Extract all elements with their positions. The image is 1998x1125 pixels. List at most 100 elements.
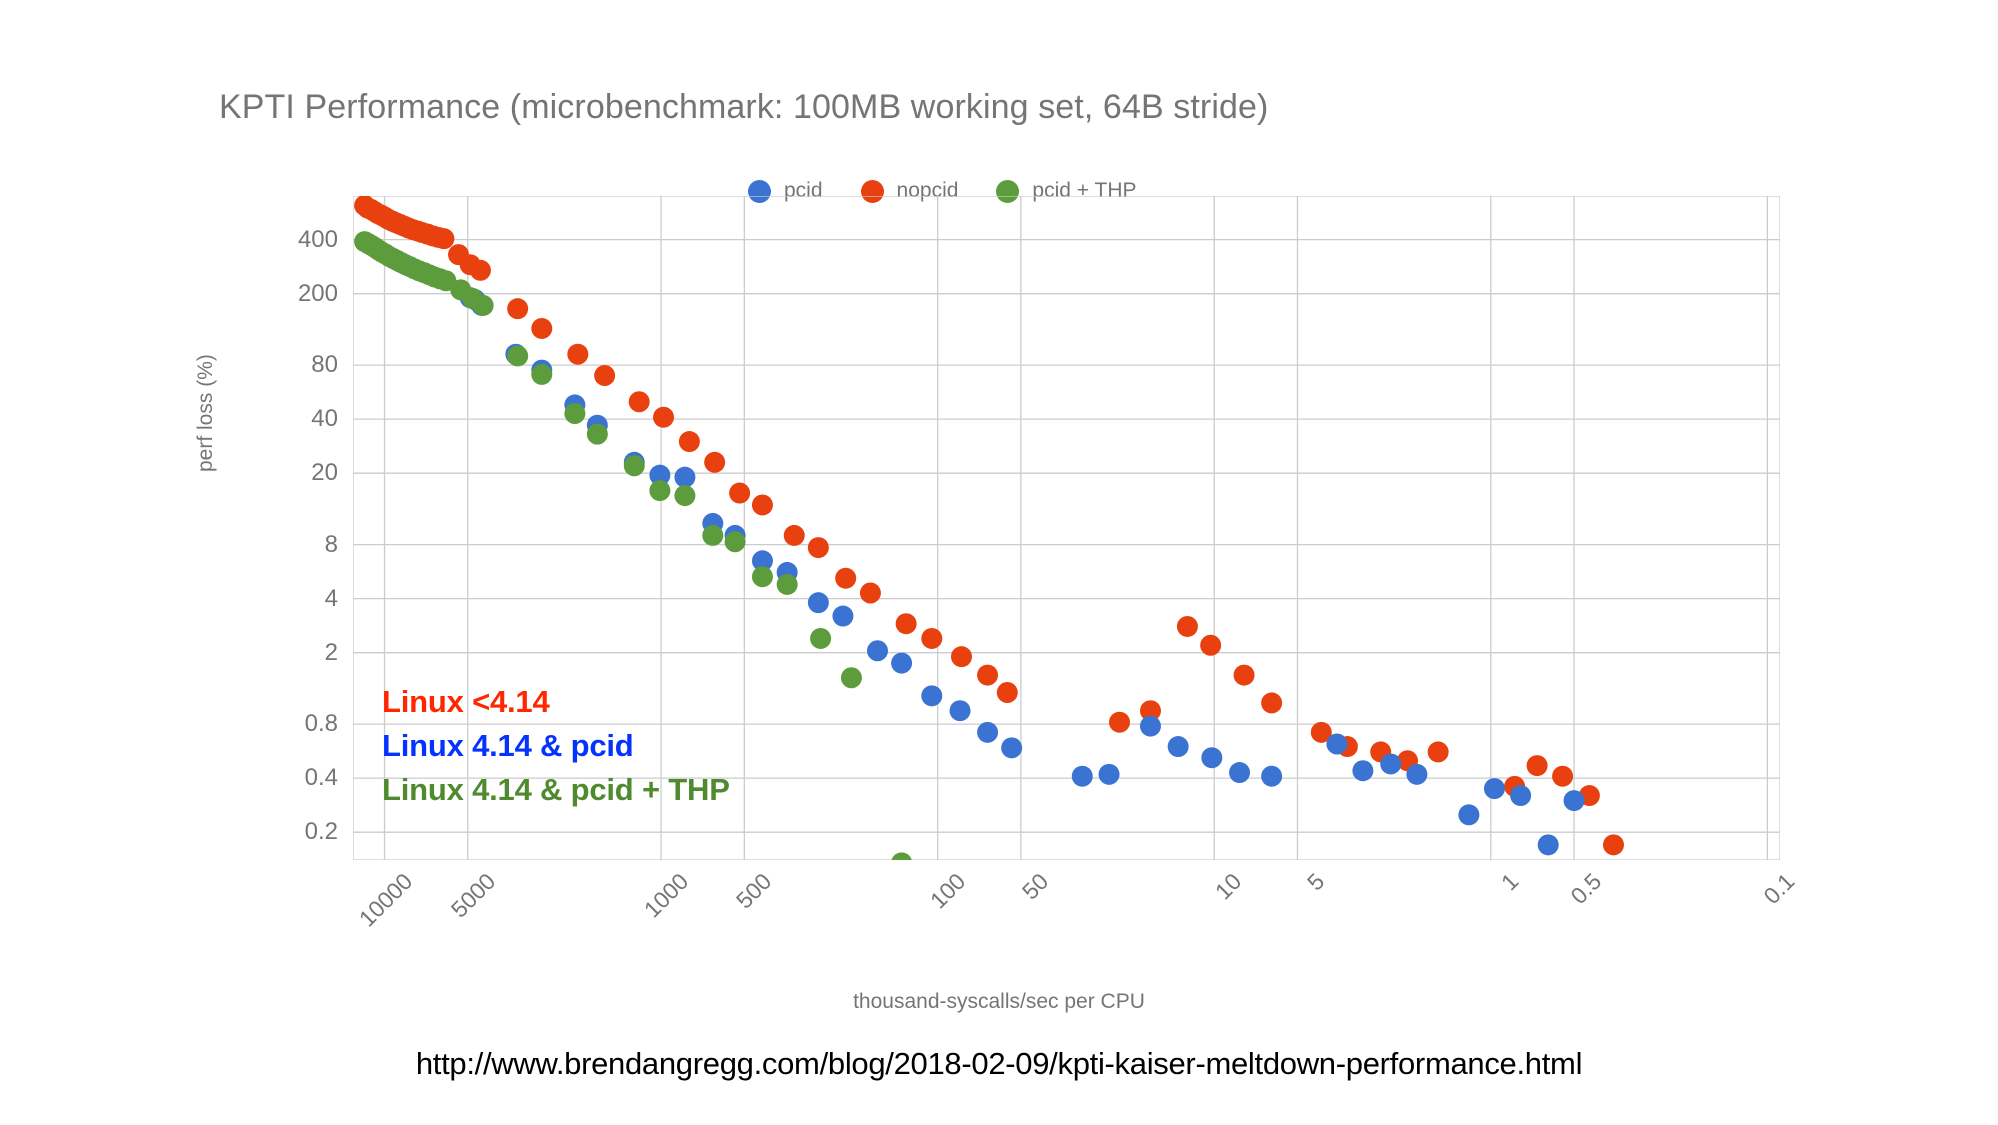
data-point — [678, 431, 700, 453]
data-point — [507, 298, 529, 320]
y-tick-label: 0.8 — [304, 710, 338, 738]
data-point — [564, 403, 586, 424]
data-point — [594, 365, 616, 387]
x-tick-label: 100 — [924, 868, 971, 914]
data-point — [674, 466, 696, 488]
x-tick-label: 0.5 — [1565, 868, 1607, 910]
data-point — [751, 566, 773, 588]
data-point — [1427, 741, 1449, 763]
x-tick-label: 5 — [1302, 868, 1330, 896]
data-point — [950, 646, 972, 668]
data-point — [1109, 711, 1131, 733]
x-tick-label: 10 — [1210, 868, 1247, 905]
data-point — [807, 537, 829, 559]
data-point — [1406, 763, 1428, 785]
data-point — [1526, 755, 1548, 777]
data-point — [1176, 615, 1198, 637]
data-point — [1602, 834, 1624, 856]
data-point — [1200, 634, 1222, 656]
y-tick-label: 80 — [311, 351, 338, 379]
y-tick-label: 400 — [297, 225, 338, 253]
data-point — [586, 423, 608, 445]
data-point — [751, 494, 773, 516]
data-point — [949, 700, 971, 722]
x-tick-label: 1 — [1495, 868, 1524, 896]
x-tick-label: 500 — [731, 868, 777, 914]
data-point — [859, 582, 881, 604]
data-point — [1552, 765, 1574, 787]
data-point — [649, 464, 671, 486]
data-point — [1201, 747, 1223, 769]
data-point — [1098, 763, 1120, 785]
data-point — [1326, 733, 1348, 755]
data-point — [724, 531, 746, 553]
y-tick-label: 0.2 — [304, 818, 338, 846]
data-point — [472, 294, 494, 316]
legend-dot-pcid-thp — [996, 180, 1020, 203]
data-point — [1380, 753, 1402, 775]
data-point — [623, 455, 645, 477]
data-point — [810, 627, 832, 649]
annotation-linux-414-pcid-thp: Linux 4.14 & pcid + THP — [382, 772, 730, 807]
data-point — [891, 852, 912, 860]
annotation-linux-414-pcid: Linux 4.14 & pcid — [382, 728, 634, 763]
data-point — [469, 259, 491, 281]
x-axis-tick-labels: 10000 5000 1000 500 100 50 10 5 1 0.5 0.1 — [353, 868, 1799, 978]
y-tick-label: 8 — [324, 530, 338, 558]
y-tick-label: 4 — [324, 584, 338, 612]
x-tick-label: 50 — [1016, 868, 1054, 905]
y-tick-label: 0.4 — [304, 764, 338, 792]
data-point — [531, 317, 553, 339]
data-point — [977, 664, 999, 686]
data-point — [433, 228, 455, 250]
y-tick-label: 20 — [311, 459, 338, 487]
source-url: http://www.brendangregg.com/blog/2018-02… — [415, 1046, 1583, 1081]
data-point — [1563, 790, 1585, 812]
data-point — [567, 343, 589, 365]
data-point — [776, 573, 798, 595]
chart-title: KPTI Performance (microbenchmark: 100MB … — [219, 88, 1269, 126]
data-point — [1352, 760, 1374, 782]
data-point — [1483, 778, 1505, 800]
data-point — [1001, 737, 1023, 759]
y-tick-label: 40 — [311, 405, 338, 433]
data-point — [1261, 692, 1283, 714]
data-point — [649, 480, 671, 502]
plot-area — [353, 196, 1780, 860]
data-point — [1229, 762, 1251, 784]
x-tick-label: 10000 — [353, 868, 417, 932]
legend-dot-nopcid — [860, 180, 884, 203]
data-point — [729, 482, 751, 504]
x-tick-label: 0.1 — [1758, 868, 1800, 910]
data-point — [751, 550, 773, 572]
data-point — [1261, 765, 1283, 787]
data-point — [996, 682, 1018, 704]
data-point — [835, 567, 857, 589]
data-point — [832, 605, 854, 627]
data-point — [628, 391, 650, 413]
data-point — [807, 592, 829, 614]
data-point — [1139, 715, 1161, 737]
x-tick-label: 5000 — [445, 868, 501, 923]
annotation-linux-lt-414: Linux <4.14 — [382, 684, 550, 719]
y-tick-label: 200 — [297, 279, 338, 307]
x-tick-label: 1000 — [638, 868, 694, 923]
data-point — [1458, 804, 1480, 826]
data-point — [891, 652, 913, 674]
data-point — [507, 345, 529, 367]
data-point — [1139, 700, 1161, 722]
data-point — [1310, 721, 1332, 743]
data-point — [921, 627, 943, 649]
data-point — [1167, 736, 1189, 758]
data-point — [1233, 664, 1255, 686]
y-axis-tick-labels: 400 200 80 40 20 8 4 2 0.8 0.4 0.2 — [280, 196, 338, 860]
data-point — [895, 613, 917, 635]
data-point — [921, 685, 943, 707]
chart-container: KPTI Performance (microbenchmark: 100MB … — [194, 88, 1800, 1013]
data-point — [977, 721, 999, 743]
data-point — [653, 406, 675, 428]
x-axis-title: thousand-syscalls/sec per CPU — [853, 990, 1145, 1013]
data-point — [1510, 785, 1532, 807]
y-axis-title: perf loss (%) — [194, 354, 217, 472]
